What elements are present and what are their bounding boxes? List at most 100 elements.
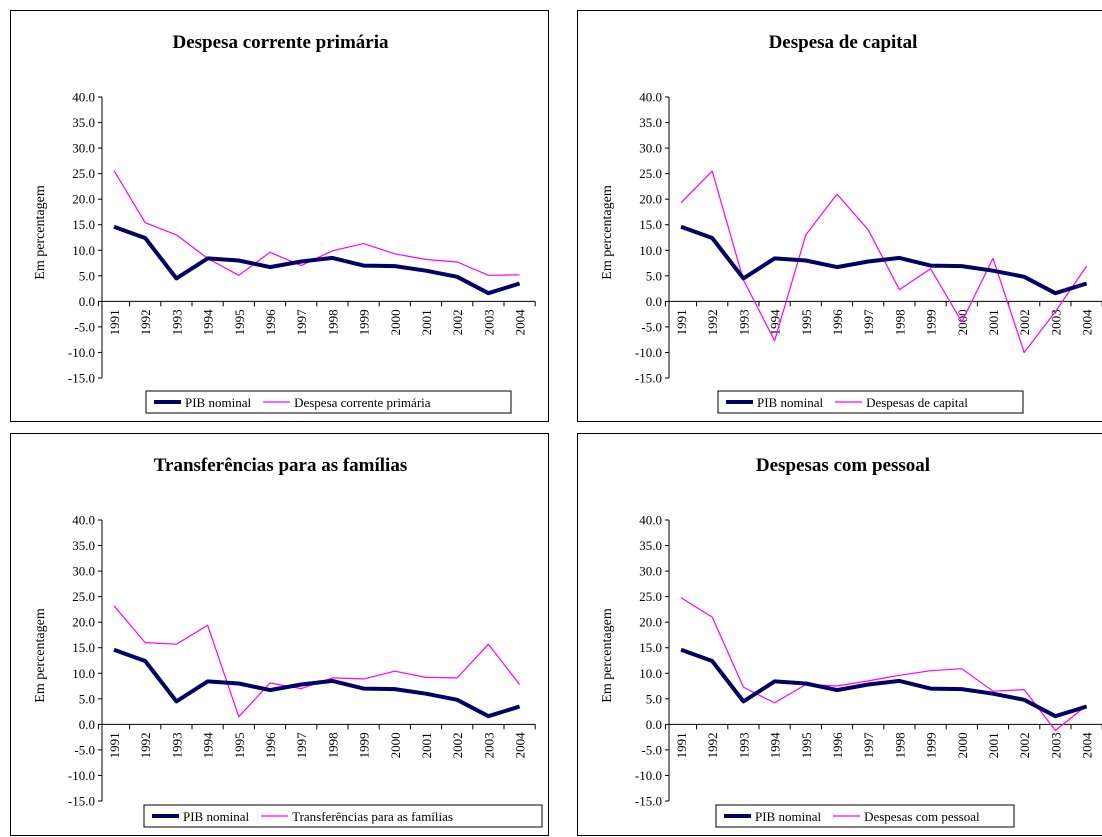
y-tick-label: 5.0 <box>79 268 95 283</box>
chart-panel-despesa-corrente: Despesa corrente primária Em percentagem 4… <box>10 10 549 422</box>
y-tick-label: 0.0 <box>646 294 662 309</box>
x-tick-label: 2004 <box>1080 309 1095 336</box>
legend: PIB nominal Despesa corrente primária <box>145 390 512 414</box>
x-tick-label: 1993 <box>169 732 184 758</box>
x-tick-label: 1997 <box>294 732 309 759</box>
x-tick-label: 1991 <box>107 309 122 335</box>
chart-svg: Despesa de capital Em percentagem 40.0 35.0… <box>600 32 1102 414</box>
y-tick-label: 15.0 <box>639 217 662 232</box>
x-tick-label: 2000 <box>955 732 970 758</box>
x-tick-label: 2004 <box>513 309 528 336</box>
x-tick-label: 1996 <box>263 309 278 336</box>
x-tick-label: 1993 <box>736 309 751 335</box>
y-axis-label: Em percentagem <box>33 185 48 280</box>
x-tick-label: 1999 <box>357 309 372 335</box>
y-tick-label: 40.0 <box>639 513 662 528</box>
y-tick-label: 35.0 <box>72 538 95 553</box>
y-tick-label: -10.0 <box>68 345 95 360</box>
chart-svg: Transferências para as famílias Em percen… <box>33 455 543 828</box>
legend-label: Despesa corrente primária <box>294 395 431 410</box>
y-tick-label: -10.0 <box>68 768 95 783</box>
y-axis-label: Em percentagem <box>600 608 615 703</box>
x-tick-label: 1992 <box>138 732 153 758</box>
y-tick-label: 5.0 <box>646 268 662 283</box>
x-tick-label: 1995 <box>799 732 814 758</box>
legend-box <box>715 804 1015 828</box>
y-tick-label: 35.0 <box>639 538 662 553</box>
chart-title: Despesa corrente primária <box>173 32 389 53</box>
x-tick-label: 1998 <box>325 309 340 335</box>
x-tick-label: 2003 <box>1048 732 1063 758</box>
legend-label: Transferências para as famílias <box>292 809 453 824</box>
y-tick-label: -5.0 <box>641 742 662 757</box>
x-tick-label: 1991 <box>674 732 689 758</box>
y-tick-label: 30.0 <box>72 141 95 156</box>
y-axis-label: Em percentagem <box>33 608 48 703</box>
x-tick-label: 1994 <box>768 309 783 336</box>
legend-label: PIB nominal <box>183 809 249 824</box>
legend: PIB nominal Despesas com pessoal <box>715 804 1015 828</box>
y-tick-label: 40.0 <box>72 90 95 105</box>
series-line-pib-nominal <box>113 224 521 296</box>
x-tick-label: 1995 <box>799 309 814 335</box>
chart-panel-transferencias-familias: Transferências para as famílias Em percen… <box>10 433 549 836</box>
y-tick-label: 10.0 <box>72 243 95 258</box>
x-tick-label: 2003 <box>1048 309 1063 335</box>
y-tick-label: 40.0 <box>72 513 95 528</box>
y-tick-label: 25.0 <box>72 589 95 604</box>
y-tick-label: 5.0 <box>646 691 662 706</box>
x-tick-label: 1998 <box>892 732 907 758</box>
x-tick-label: 1997 <box>294 309 309 336</box>
series-line-pib-nominal <box>680 647 1088 719</box>
legend-label: PIB nominal <box>757 395 823 410</box>
x-tick-label: 2002 <box>450 309 465 335</box>
x-tick-label: 1991 <box>107 732 122 758</box>
y-tick-label: 10.0 <box>639 243 662 258</box>
y-tick-label: 25.0 <box>639 166 662 181</box>
y-tick-label: 30.0 <box>72 564 95 579</box>
x-tick-label: 1997 <box>861 309 876 336</box>
x-tick-label: 1998 <box>892 309 907 335</box>
legend-label: PIB nominal <box>755 809 821 824</box>
y-tick-label: 25.0 <box>639 589 662 604</box>
y-tick-label: 35.0 <box>639 115 662 130</box>
legend-box <box>145 390 512 414</box>
legend: PIB nominal Transferências para as famíli… <box>143 804 543 828</box>
x-tick-label: 2000 <box>388 309 403 335</box>
x-tick-label: 1995 <box>232 309 247 335</box>
x-tick-label: 1996 <box>263 732 278 759</box>
y-tick-label: -15.0 <box>68 794 95 809</box>
x-tick-label: 1993 <box>736 732 751 758</box>
y-tick-label: 30.0 <box>639 564 662 579</box>
x-tick-label: 1992 <box>138 309 153 335</box>
x-tick-label: 2004 <box>1080 732 1095 759</box>
x-tick-label: 1992 <box>705 309 720 335</box>
y-tick-label: -15.0 <box>635 794 662 809</box>
x-tick-label: 2001 <box>986 732 1001 758</box>
chart-svg: Despesa corrente primária Em percentagem 4… <box>33 32 536 414</box>
x-tick-label: 1995 <box>232 732 247 758</box>
y-tick-label: 20.0 <box>639 615 662 630</box>
x-tick-label: 2004 <box>513 732 528 759</box>
x-tick-label: 1996 <box>830 309 845 336</box>
y-tick-label: 0.0 <box>646 717 662 732</box>
chart-panel-despesas-pessoal: Despesas com pessoal Em percentagem 40.0 35… <box>577 433 1102 836</box>
x-tick-label: 1996 <box>830 732 845 759</box>
x-tick-label: 2002 <box>1017 309 1032 335</box>
chart-title: Despesa de capital <box>769 32 918 53</box>
y-tick-label: 15.0 <box>72 640 95 655</box>
x-tick-label: 1994 <box>201 732 216 759</box>
y-tick-label: 20.0 <box>72 615 95 630</box>
x-tick-label: 1994 <box>768 732 783 759</box>
y-tick-label: -15.0 <box>68 371 95 386</box>
x-tick-label: 1993 <box>169 309 184 335</box>
x-tick-label: 1999 <box>357 732 372 758</box>
x-tick-label: 2003 <box>481 732 496 758</box>
y-tick-label: 25.0 <box>72 166 95 181</box>
y-tick-label: 35.0 <box>72 115 95 130</box>
x-tick-label: 1998 <box>325 732 340 758</box>
legend-label: Despesas com pessoal <box>864 809 980 824</box>
chart-svg: Despesas com pessoal Em percentagem 40.0 35… <box>600 455 1102 828</box>
y-tick-label: -5.0 <box>74 742 95 757</box>
series-line-comparison <box>680 597 1087 732</box>
